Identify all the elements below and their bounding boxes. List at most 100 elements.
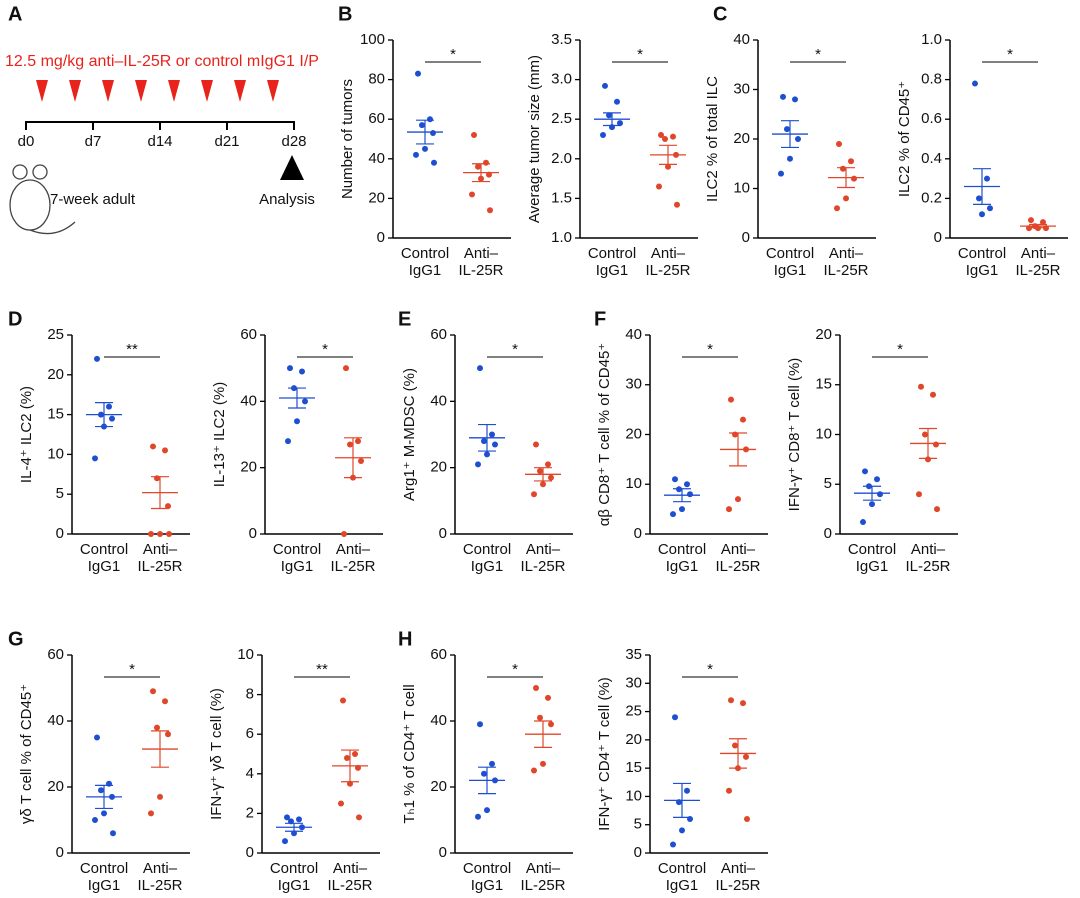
y-tick-label: 0	[377, 229, 385, 246]
data-point	[355, 438, 361, 445]
data-point	[684, 787, 690, 794]
data-point	[602, 82, 608, 89]
y-axis-label: Average tumor size (mm)	[526, 55, 543, 223]
y-tick-label: 0	[56, 525, 64, 542]
data-point	[352, 751, 358, 757]
data-point	[109, 415, 115, 422]
dose-text: 12.5 mg/kg anti–IL-25R or control mIgG1 …	[5, 53, 319, 70]
significance-label: *	[637, 46, 643, 63]
y-tick-label: 2.0	[551, 150, 572, 167]
y-tick-label: 60	[430, 326, 447, 343]
x-tick-label: IgG1	[281, 558, 314, 575]
x-tick-label: Control	[766, 245, 814, 262]
y-tick-label: 60	[430, 646, 447, 663]
y-tick-label: 15	[815, 376, 832, 393]
data-point	[430, 130, 436, 137]
significance-label: **	[126, 341, 138, 358]
data-point	[537, 467, 543, 474]
y-tick-label: 0	[56, 844, 64, 861]
y-tick-label: 15	[625, 759, 642, 776]
y-tick-label: 0	[634, 844, 642, 861]
endpoint-label: Analysis	[259, 191, 315, 208]
data-point	[606, 112, 612, 119]
data-point	[484, 451, 490, 458]
data-point	[674, 201, 680, 208]
mouse-label: 7-week adult	[50, 191, 136, 208]
day-ticks	[25, 122, 295, 130]
data-point	[860, 519, 866, 526]
x-tick-label: Anti–	[143, 541, 178, 558]
data-point	[92, 455, 98, 462]
data-point	[670, 511, 676, 518]
data-point	[548, 721, 554, 728]
data-point	[343, 365, 349, 372]
x-tick-label: IgG1	[88, 558, 121, 575]
y-tick-label: 40	[430, 712, 447, 729]
data-point	[780, 93, 786, 100]
significance-label: *	[512, 341, 518, 358]
x-tick-label: IL-25R	[458, 262, 503, 279]
data-point	[843, 195, 849, 202]
day-label: d21	[214, 133, 239, 150]
panel-label: E	[398, 308, 411, 330]
x-tick-label: Control	[658, 541, 706, 558]
x-tick-label: IgG1	[278, 877, 311, 894]
y-tick-label: 1.0	[551, 229, 572, 246]
data-point	[877, 491, 883, 498]
y-tick-label: 5	[56, 485, 64, 502]
analysis-arrow	[280, 155, 304, 180]
data-point	[148, 531, 154, 537]
data-point	[670, 841, 676, 848]
data-point	[744, 816, 750, 823]
y-tick-label: 20	[368, 189, 385, 206]
y-tick-label: 30	[625, 376, 642, 393]
panel-label: G	[8, 628, 24, 650]
y-axis-label: Number of tumors	[339, 79, 356, 199]
data-point	[840, 165, 846, 172]
data-point	[157, 531, 163, 537]
data-point	[836, 140, 842, 147]
x-tick-label: IL-25R	[137, 558, 182, 575]
x-tick-label: Control	[80, 860, 128, 877]
data-point	[356, 814, 362, 821]
x-tick-label: Anti–	[721, 860, 756, 877]
data-point	[338, 800, 344, 807]
x-tick-label: IL-25R	[715, 877, 760, 894]
y-axis-label: Tₕ1 % of CD4⁺ T cell	[401, 684, 418, 823]
data-point	[930, 391, 936, 398]
panel-label: A	[8, 3, 22, 25]
x-tick-label: IL-25R	[520, 558, 565, 575]
data-point	[358, 458, 364, 465]
x-tick-label: Anti–	[336, 541, 371, 558]
y-tick-label: 0	[634, 525, 642, 542]
data-point	[787, 155, 793, 162]
y-tick-label: 1.0	[921, 31, 942, 48]
data-point	[285, 438, 291, 445]
y-tick-label: 20	[47, 778, 64, 795]
data-point	[933, 441, 939, 448]
data-point	[489, 760, 495, 767]
x-tick-label: IL-25R	[823, 262, 868, 279]
data-point	[148, 810, 154, 817]
y-tick-label: 10	[815, 425, 832, 442]
y-tick-label: 6	[246, 725, 254, 742]
data-point	[492, 441, 498, 448]
y-tick-label: 10	[625, 787, 642, 804]
data-point	[728, 697, 734, 704]
y-tick-label: 20	[47, 366, 64, 383]
significance-label: *	[1007, 46, 1013, 63]
data-point	[157, 793, 163, 800]
data-point	[489, 431, 495, 438]
dose-arrows	[36, 80, 279, 102]
x-tick-label: Anti–	[829, 245, 864, 262]
x-tick-label: Control	[273, 541, 321, 558]
y-tick-label: 30	[733, 80, 750, 97]
x-tick-label: IgG1	[774, 262, 807, 279]
x-tick-label: IgG1	[88, 877, 121, 894]
y-tick-label: 20	[625, 425, 642, 442]
y-tick-label: 25	[625, 703, 642, 720]
x-tick-label: IL-25R	[715, 558, 760, 575]
x-tick-label: IL-25R	[137, 877, 182, 894]
panel-label: H	[398, 628, 412, 650]
